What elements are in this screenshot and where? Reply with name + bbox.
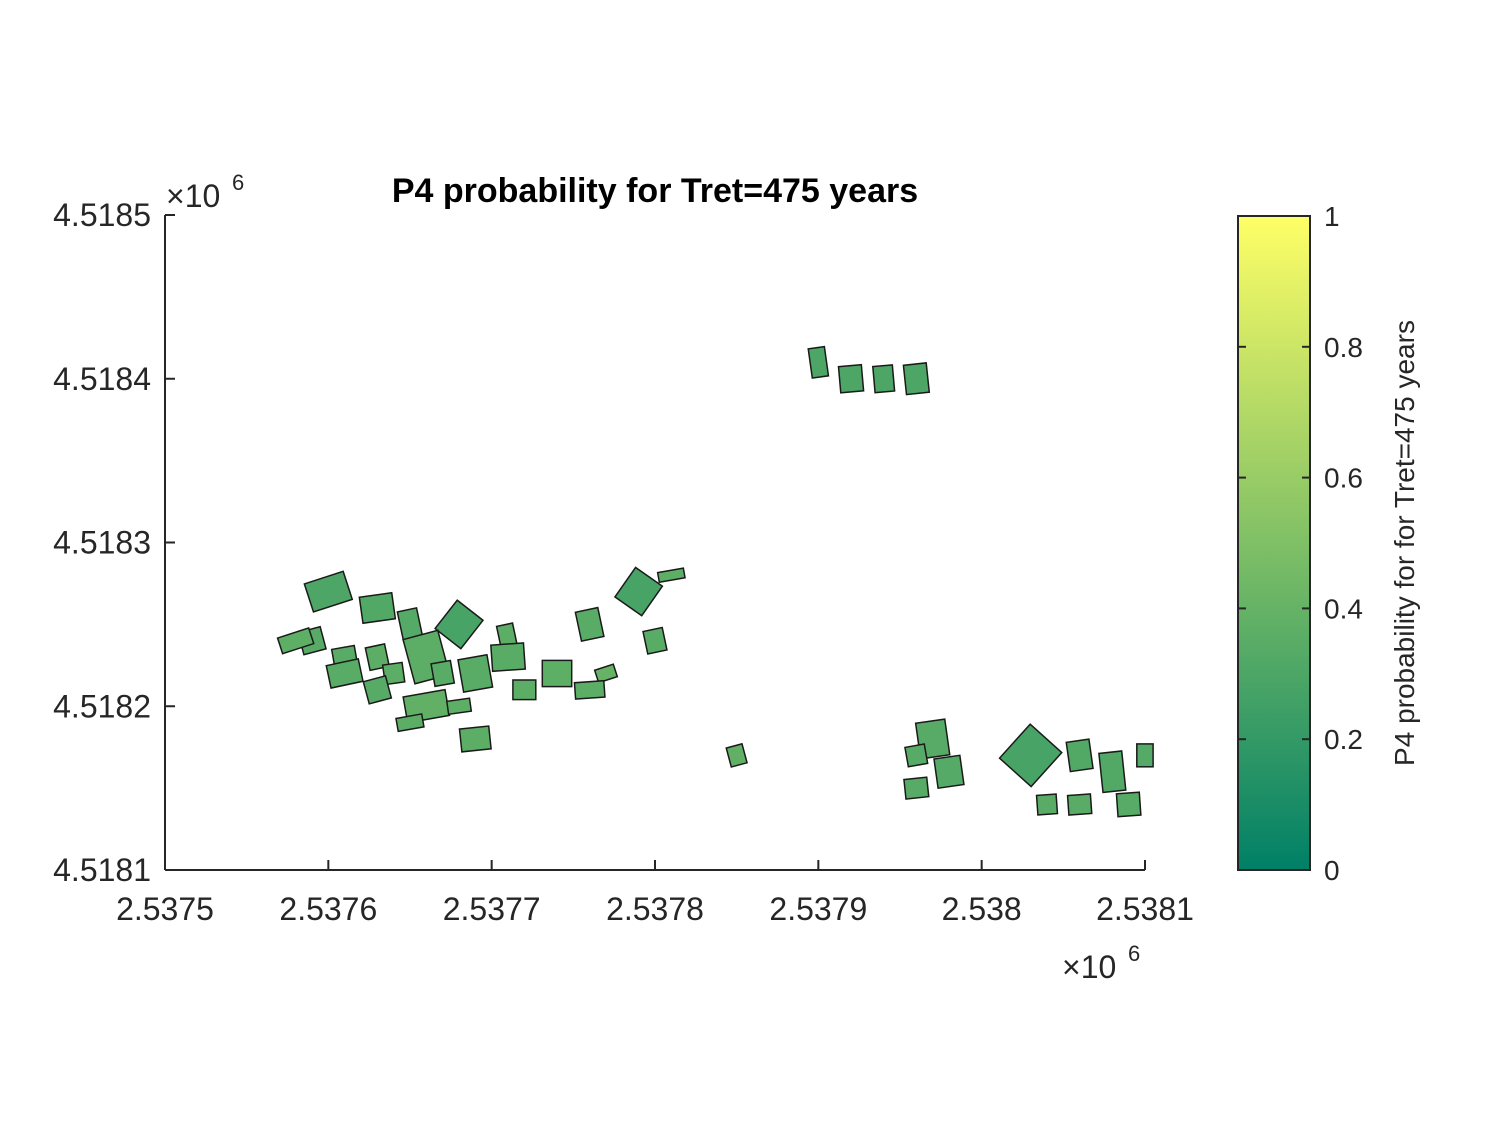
building-north (807, 345, 830, 379)
colorbar-tick-label: 0.8 (1324, 332, 1363, 363)
y-tick-label: 4.5185 (53, 197, 151, 233)
x-tick-label: 2.538 (942, 891, 1022, 927)
x-tick-label: 2.5381 (1096, 891, 1194, 927)
building-west (325, 657, 364, 689)
colorbar-gradient (1237, 215, 1311, 871)
building-east (1098, 750, 1127, 794)
chart-title: P4 probability for Tret=475 years (392, 172, 918, 210)
building-west (458, 725, 492, 753)
building-west (362, 674, 393, 705)
x-tick-label: 2.5378 (606, 891, 704, 927)
building-west (593, 663, 619, 684)
building-center (725, 742, 748, 768)
building-east (903, 776, 930, 800)
building-west (303, 570, 354, 613)
building-west (541, 659, 573, 688)
y-tick-label: 4.5182 (53, 688, 151, 724)
x-multiplier: ×10 6 (1062, 941, 1140, 985)
colorbar-tick-label: 1 (1324, 201, 1340, 232)
building-west (364, 643, 391, 672)
x-multiplier-base: ×10 (1062, 949, 1116, 985)
y-tick-label: 4.5183 (53, 525, 151, 561)
building-center (642, 626, 668, 655)
colorbar-tick-label: 0 (1324, 855, 1340, 886)
building-north (871, 364, 896, 394)
x-tick-label: 2.5379 (769, 891, 867, 927)
building-west (457, 653, 494, 693)
building-east (1035, 793, 1059, 816)
colorbar-tick-label: 0.4 (1324, 593, 1363, 624)
colorbar-tick-label: 0.6 (1324, 463, 1363, 494)
building-west (358, 591, 397, 625)
building-center (574, 606, 605, 643)
x-multiplier-exp: 6 (1128, 941, 1140, 966)
colorbar-tick-label: 0.2 (1324, 724, 1363, 755)
building-east (933, 754, 965, 790)
y-multiplier-base: ×10 (166, 178, 220, 214)
y-tick-label: 4.5184 (53, 361, 151, 397)
building-east (1066, 793, 1093, 816)
axes (164, 215, 1145, 871)
building-west (573, 679, 606, 700)
building-east (1115, 791, 1142, 818)
buildings-layer (276, 345, 1154, 818)
building-center (613, 566, 664, 617)
building-north (902, 362, 931, 396)
building-west (512, 679, 537, 701)
colorbar: 0 0.2 0.4 0.6 0.8 1 P4 probability for for Tr… (1237, 201, 1420, 886)
building-west (395, 713, 425, 733)
building-north (837, 363, 865, 394)
x-tick-label: 2.5376 (279, 891, 377, 927)
building-east (1136, 743, 1154, 768)
building-west (430, 659, 456, 688)
x-tick-label: 2.5375 (116, 891, 214, 927)
y-multiplier-exp: 6 (232, 170, 244, 195)
building-east (998, 723, 1063, 788)
building-west (434, 599, 485, 650)
y-ticks: 4.5181 4.5182 4.5183 4.5184 4.5185 (53, 197, 175, 888)
building-west (490, 642, 527, 673)
y-tick-label: 4.5181 (53, 852, 151, 888)
x-ticks: 2.5375 2.5376 2.5377 2.5378 2.5379 2.538 2.538… (116, 860, 1194, 927)
building-center (656, 567, 686, 584)
building-west (381, 661, 406, 686)
colorbar-ticks: 0 0.2 0.4 0.6 0.8 1 (1238, 201, 1363, 886)
building-east (904, 743, 929, 768)
x-tick-label: 2.5377 (443, 891, 541, 927)
building-east (1065, 738, 1094, 773)
colorbar-label: P4 probability for for Tret=475 years (1389, 320, 1420, 766)
y-multiplier: ×10 6 (166, 170, 244, 214)
building-west (445, 697, 473, 716)
building-west (276, 627, 315, 655)
